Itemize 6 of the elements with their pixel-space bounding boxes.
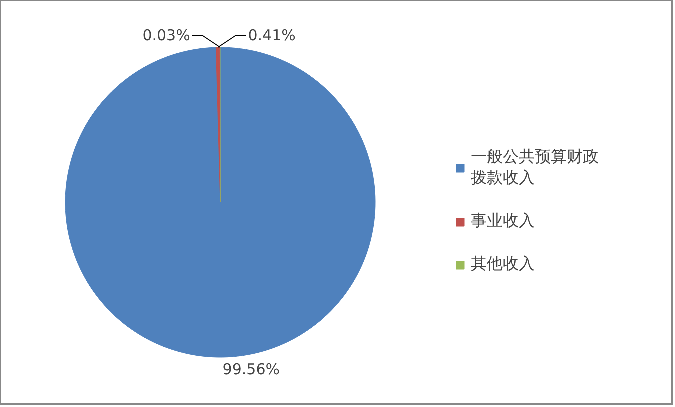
legend-label: 其他收入 [471,254,535,275]
data-label: 99.56% [222,360,280,378]
legend-label: 一般公共预算财政拨款收入 [471,147,599,189]
data-label: 0.03% [142,26,190,44]
legend-label: 事业收入 [471,211,535,232]
data-label: 0.41% [248,26,296,45]
